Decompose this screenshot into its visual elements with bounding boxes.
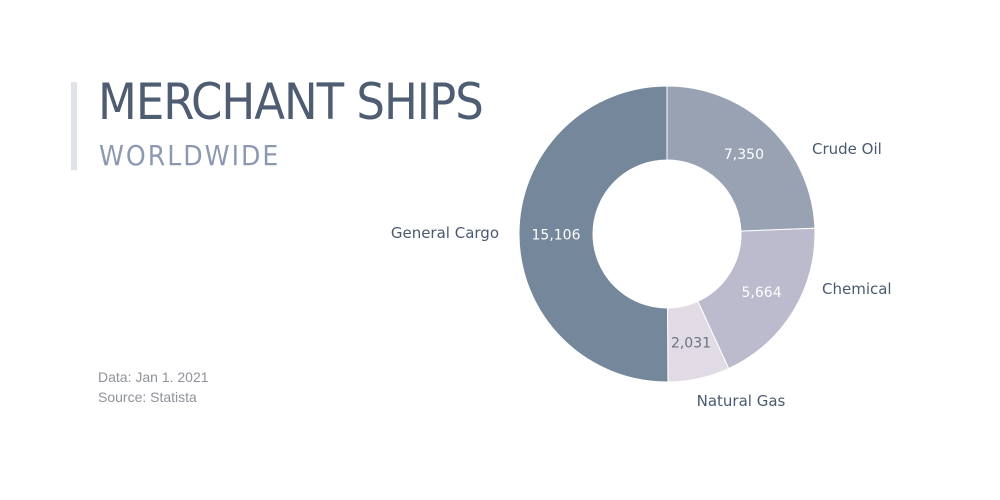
chart-title: MERCHANT SHIPS	[98, 73, 484, 131]
chart-subtitle: WORLDWIDE	[99, 139, 281, 172]
value-label-general-cargo: 15,106	[532, 227, 581, 243]
category-label-chemical: Chemical	[822, 280, 892, 298]
donut-slice-general-cargo	[518, 85, 669, 383]
donut-slice-crude-oil	[666, 85, 816, 232]
value-label-natural-gas: 2,031	[671, 335, 711, 351]
category-label-general-cargo: General Cargo	[391, 224, 499, 242]
value-label-chemical: 5,664	[742, 285, 782, 301]
value-label-crude-oil: 7,350	[724, 147, 764, 163]
data-date-note: Data: Jan 1. 2021	[98, 369, 209, 385]
source-note: Source: Statista	[98, 389, 197, 405]
category-label-natural-gas: Natural Gas	[697, 392, 786, 410]
category-label-crude-oil: Crude Oil	[812, 140, 882, 158]
donut-slice-chemical	[697, 227, 816, 370]
title-accent-bar	[71, 82, 77, 170]
